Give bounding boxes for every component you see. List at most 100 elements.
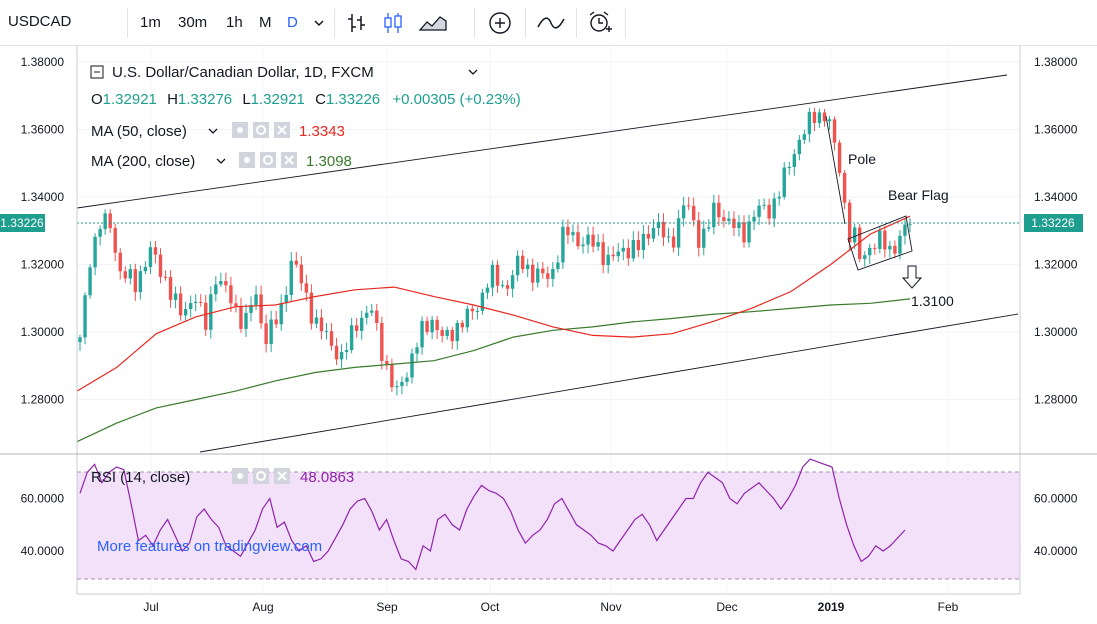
candle-body[interactable] [405,377,409,382]
candle-body[interactable] [661,221,666,238]
candle-body[interactable] [541,268,545,274]
candle-body[interactable] [294,260,299,265]
candle-body[interactable] [103,213,107,230]
candle-body[interactable] [837,142,842,173]
candle-body[interactable] [656,221,661,229]
candle-body[interactable] [857,227,862,259]
candle-body[interactable] [531,264,535,283]
chevron-down-icon[interactable] [216,158,226,164]
candle-body[interactable] [525,264,530,270]
candle-body[interactable] [802,134,807,140]
candle-body[interactable] [128,269,133,279]
candle-body[interactable] [370,310,374,313]
candle-body[interactable] [817,112,822,123]
chevron-down-icon[interactable] [308,12,330,34]
channel-upper-line[interactable] [76,74,1008,209]
candle-body[interactable] [812,111,817,123]
candle-body[interactable] [863,255,867,259]
candle-body[interactable] [772,198,776,219]
candle-body[interactable] [787,167,791,169]
candle-body[interactable] [138,271,143,293]
interval-30m[interactable]: 30m [178,14,208,31]
candle-body[interactable] [490,264,495,288]
candle-body[interactable] [465,308,470,328]
chart-canvas[interactable]: Pole Bear Flag 1.3100 1.38000 1.38000 1.36… [0,46,1097,624]
candle-body[interactable] [767,204,771,219]
candle-body[interactable] [168,276,173,300]
candle-body[interactable] [686,205,691,207]
chevron-down-icon[interactable] [468,69,478,75]
candle-body[interactable] [239,306,243,329]
candle-body[interactable] [309,292,314,324]
candle-body[interactable] [193,301,198,304]
candle-body[interactable] [807,111,812,135]
candle-body[interactable] [183,309,188,316]
candle-body[interactable] [606,254,610,266]
candle-body[interactable] [762,204,766,206]
bar-style-icon[interactable] [344,10,370,36]
candle-body[interactable] [279,303,283,325]
candle-body[interactable] [893,245,897,254]
candle-body[interactable] [88,267,92,296]
settings-gear-icon[interactable] [260,152,276,168]
candle-body[interactable] [671,236,676,248]
candle-body[interactable] [631,239,636,259]
candle-body[interactable] [234,303,238,307]
candle-body[interactable] [344,350,349,352]
candle-body[interactable] [385,360,389,365]
candle-body[interactable] [636,239,641,251]
candle-body[interactable] [78,337,82,343]
candle-body[interactable] [611,254,615,257]
candle-body[interactable] [249,305,253,313]
candle-body[interactable] [505,285,510,289]
chevron-down-icon[interactable] [208,128,218,134]
candle-body[interactable] [390,364,394,388]
candle-body[interactable] [903,224,907,236]
candle-body[interactable] [878,230,882,249]
candle-body[interactable] [274,319,278,325]
candle-body[interactable] [435,319,439,331]
candle-body[interactable] [742,222,746,243]
candle-body[interactable] [214,284,218,295]
candle-body[interactable] [551,268,555,279]
candle-body[interactable] [455,322,459,342]
candle-body[interactable] [339,351,344,360]
candle-body[interactable] [475,310,480,312]
candle-body[interactable] [485,287,490,293]
candle-body[interactable] [676,218,681,248]
candle-body[interactable] [571,232,575,236]
candle-body[interactable] [229,285,233,304]
candle-body[interactable] [898,235,902,254]
candle-body[interactable] [908,224,912,226]
candle-body[interactable] [380,323,384,361]
candle-body[interactable] [712,202,716,228]
candle-body[interactable] [601,242,605,266]
channel-lower-line[interactable] [199,313,1019,453]
candle-body[interactable] [314,317,319,324]
candle-body[interactable] [651,228,656,239]
candle-body[interactable] [178,293,183,316]
candle-body[interactable] [576,232,580,247]
candle-body[interactable] [852,227,857,243]
bear-flag-channel[interactable] [847,215,913,271]
candle-body[interactable] [264,323,268,345]
candle-body[interactable] [666,236,671,238]
candle-body[interactable] [717,202,721,218]
candle-body[interactable] [888,245,892,250]
candle-body[interactable] [259,294,263,324]
candle-body[interactable] [269,319,273,345]
candle-body[interactable] [737,222,741,229]
candle-body[interactable] [536,268,540,283]
candle-body[interactable] [566,226,570,236]
candle-body[interactable] [707,227,711,229]
interval-1m[interactable]: 1m [140,14,161,31]
candle-body[interactable] [752,216,756,222]
ma50-line[interactable] [76,215,911,392]
candle-body[interactable] [586,234,590,245]
candle-body[interactable] [415,347,419,354]
candle-body[interactable] [621,247,625,252]
candle-body[interactable] [204,302,208,330]
candle-body[interactable] [113,228,117,253]
rsi-line[interactable] [79,458,906,571]
interval-1h[interactable]: 1h [226,14,243,31]
